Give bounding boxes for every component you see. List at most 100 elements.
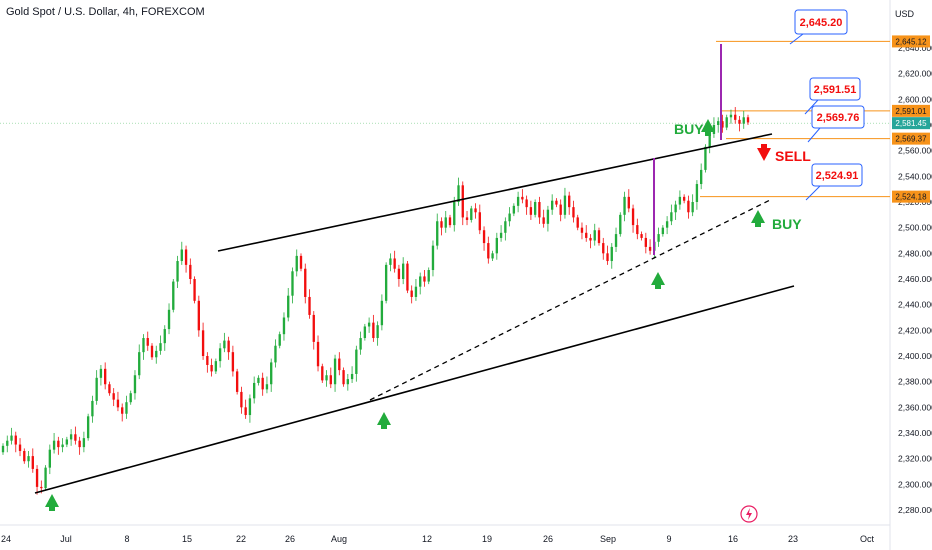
spike-lines — [653, 44, 722, 255]
candle-body — [559, 204, 562, 215]
candle-body — [308, 296, 311, 315]
candle-body — [184, 249, 188, 265]
candle-body — [448, 217, 452, 226]
candle-body — [312, 314, 315, 342]
candle-body — [474, 208, 477, 213]
candle-body — [555, 200, 558, 205]
x-tick-label: Jul — [60, 534, 72, 544]
y-tick-label: 2,540.000 — [898, 171, 932, 181]
y-tick-label: 2,600.000 — [898, 94, 932, 104]
candle-body — [321, 366, 324, 381]
candle-body — [610, 246, 613, 262]
candle-body — [197, 300, 200, 331]
candle-body — [95, 377, 98, 401]
candle-body — [700, 169, 703, 185]
candle-body — [1, 445, 5, 453]
level-tag-text: 2,591.01 — [895, 107, 927, 116]
candle-body — [457, 185, 460, 202]
candle-body — [576, 217, 579, 228]
candle-body — [419, 276, 422, 287]
candle-body — [406, 263, 409, 291]
upper-trendline — [217, 133, 773, 252]
candle-body — [614, 234, 618, 247]
candle-body — [342, 370, 345, 385]
candle-body — [210, 364, 213, 372]
candle-body — [461, 185, 464, 218]
candle-body — [274, 345, 277, 363]
sell-label: SELL — [775, 148, 811, 164]
price-axis-tags: 2,645.12 2,591.01 2,569.37 2,524.18 2,581.45 — [892, 35, 930, 203]
dashed-support-line — [369, 199, 771, 401]
candle-body — [282, 317, 286, 335]
candle-body — [742, 117, 745, 124]
candle-body — [231, 352, 235, 372]
candle-body — [253, 382, 256, 399]
candle-body — [717, 121, 720, 125]
candle-body — [495, 237, 498, 254]
candle-body — [108, 384, 111, 394]
callout-box — [809, 77, 861, 101]
candle-body — [619, 214, 622, 235]
candle-body — [325, 375, 328, 381]
callout-pointer — [789, 33, 804, 45]
candle-body — [423, 276, 426, 282]
candle-body — [176, 261, 179, 282]
candle-body — [116, 399, 120, 408]
candle-body — [18, 444, 22, 451]
candle-body — [695, 184, 699, 202]
candle-body — [159, 343, 162, 351]
candle-body — [542, 217, 545, 224]
x-tick-label: 8 — [124, 534, 129, 544]
candle-body — [470, 208, 473, 220]
candle-body — [99, 368, 103, 378]
time-axis[interactable]: 24 Jul 8 15 22 26 Aug 12 19 26 Sep 9 16 23 Oct — [1, 534, 875, 544]
x-tick-label: 12 — [422, 534, 432, 544]
price-axis[interactable]: 2,280.000 2,300.000 2,320.000 2,340.000 2,36… — [898, 43, 932, 515]
candle-body — [478, 212, 481, 231]
candle-body — [65, 439, 69, 445]
candle-body — [74, 434, 77, 441]
candle-body — [572, 207, 575, 218]
x-tick-label: 15 — [182, 534, 192, 544]
candle-body — [529, 207, 533, 215]
candle-body — [270, 362, 273, 385]
y-tick-label: 2,400.000 — [898, 351, 932, 361]
candle-body — [538, 202, 541, 218]
callout-label: 2,569.76 — [817, 112, 860, 124]
x-tick-label: 26 — [285, 534, 295, 544]
candle-body — [712, 125, 716, 134]
candle-body — [86, 416, 90, 439]
candle-body — [150, 345, 154, 358]
x-tick-label: 23 — [788, 534, 798, 544]
level-tag-text: 2,569.37 — [895, 135, 927, 144]
candle-body — [316, 341, 320, 367]
candle-body — [295, 255, 298, 272]
candle-body — [597, 230, 601, 244]
candle-body — [525, 199, 528, 208]
callout-pointer — [807, 127, 821, 143]
candle-body — [734, 114, 737, 120]
candle-body — [508, 213, 511, 222]
candle-body — [504, 221, 507, 233]
candle-body — [623, 196, 626, 215]
x-tick-label: 16 — [728, 534, 738, 544]
y-tick-label: 2,300.000 — [898, 479, 932, 489]
candle-body — [568, 195, 571, 208]
candle-body — [721, 121, 724, 128]
callout-label: 2,524.91 — [816, 170, 859, 182]
candle-body — [257, 377, 260, 383]
currency-label[interactable]: USD — [894, 9, 914, 19]
candle-body — [491, 253, 494, 259]
candle-body — [384, 264, 388, 301]
candle-body — [235, 371, 239, 392]
replay-icon[interactable] — [740, 505, 758, 523]
y-tick-label: 2,280.000 — [898, 505, 932, 515]
buy-arrow-icon — [45, 494, 59, 511]
candle-body — [397, 268, 401, 279]
candle-body — [57, 440, 60, 448]
candle-body — [465, 217, 469, 220]
level-tag-text: 2,524.18 — [895, 193, 927, 202]
candle-body — [248, 398, 252, 416]
candle-body — [657, 234, 660, 242]
